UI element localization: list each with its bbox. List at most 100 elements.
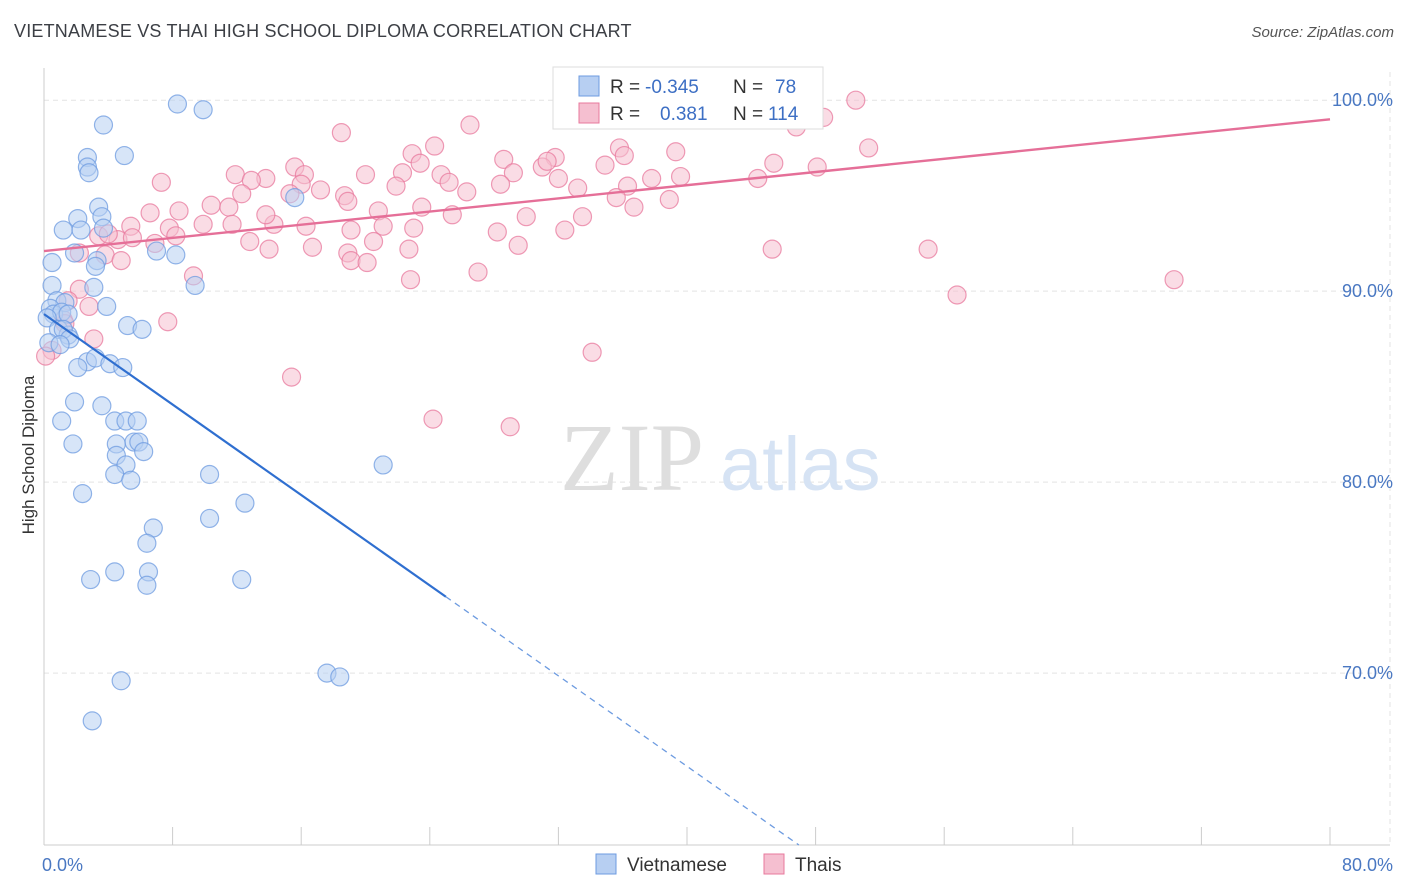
point-thais-42 [457, 182, 477, 202]
point-vietnamese-74 [82, 711, 102, 731]
gridlines [44, 72, 1391, 845]
point-thais-5 [331, 123, 351, 143]
point-vietnamese-22 [185, 275, 205, 296]
point-vietnamese-28 [37, 308, 57, 328]
point-thais-90 [1164, 270, 1184, 290]
point-thais-33 [386, 176, 406, 196]
point-thais-80 [111, 251, 131, 271]
point-thais-95 [158, 312, 178, 332]
watermark-atlas: atlas [720, 422, 881, 507]
y-tick-label-3: 70.0% [1342, 663, 1393, 683]
point-vietnamese-6 [79, 163, 99, 183]
point-thais-0 [846, 90, 866, 110]
point-thais-16 [595, 155, 615, 175]
point-thais-8 [859, 138, 879, 158]
point-thais-82 [357, 252, 377, 273]
tick-labels: 100.0% 90.0% 80.0% 70.0% 0.0% 80.0% [42, 90, 1393, 875]
point-thais-48 [219, 197, 239, 217]
legend: R = -0.345 N = 78 R = 0.381 N = 114 [552, 66, 824, 130]
point-vietnamese-30 [97, 296, 117, 317]
y-tick-label-1: 90.0% [1342, 281, 1393, 301]
point-thais-100 [423, 409, 443, 429]
point-vietnamese-63 [199, 508, 220, 529]
point-thais-104 [764, 153, 784, 173]
point-vietnamese-73 [111, 671, 131, 691]
point-thais-6 [425, 136, 445, 156]
point-vietnamese-32 [132, 319, 152, 339]
point-vietnamese-12 [93, 218, 114, 238]
axes [43, 68, 1390, 846]
point-thais-69 [122, 228, 143, 248]
point-thais-36 [568, 178, 588, 198]
y-tick-label-2: 80.0% [1342, 472, 1393, 492]
point-vietnamese-68 [81, 569, 101, 590]
point-vietnamese-13 [71, 220, 91, 240]
watermark-zip: ZIP [560, 404, 704, 511]
trend-line-thais [43, 118, 1331, 253]
point-vietnamese-7 [285, 187, 305, 208]
trend-line-vietnamese [43, 313, 447, 598]
point-vietnamese-69 [232, 569, 252, 590]
point-thais-93 [79, 296, 99, 317]
point-thais-106 [537, 151, 557, 171]
legend-r-label-1: R = [610, 77, 640, 98]
point-thais-101 [500, 417, 520, 437]
point-vietnamese-2 [93, 115, 114, 135]
point-thais-99 [281, 367, 302, 387]
point-vietnamese-49 [127, 411, 147, 431]
point-thais-19 [225, 165, 245, 185]
point-vietnamese-17 [42, 252, 62, 273]
bottom-legend: Vietnamese Thais [595, 853, 841, 876]
point-thais-54 [572, 207, 593, 227]
legend-swatch-vietnamese [578, 75, 600, 97]
point-vietnamese-11 [53, 220, 73, 240]
point-thais-38 [310, 180, 331, 200]
point-thais-83 [762, 239, 782, 259]
trend-lines [43, 118, 1331, 846]
point-thais-72 [240, 231, 260, 252]
point-vietnamese-58 [105, 464, 125, 485]
legend-r-value-2: 0.381 [660, 104, 708, 125]
source-label: Source: ZipAtlas.com [1251, 24, 1394, 41]
point-vietnamese-59 [121, 470, 141, 490]
point-thais-34 [439, 172, 459, 192]
point-vietnamese-70 [137, 575, 157, 595]
point-thais-39 [232, 184, 252, 204]
legend-r-value-1: -0.345 [645, 77, 699, 98]
trend-line-vietnamese-extension [445, 596, 800, 846]
point-vietnamese-21 [84, 277, 104, 297]
point-thais-53 [516, 207, 536, 227]
point-thais-84 [918, 239, 938, 259]
legend-n-label-1: N = [733, 77, 763, 98]
series-thais [36, 90, 1184, 437]
point-thais-66 [555, 220, 575, 240]
point-thais-73 [259, 239, 279, 259]
point-vietnamese-4 [114, 145, 134, 166]
point-vietnamese-46 [52, 411, 72, 431]
point-thais-15 [410, 153, 430, 173]
point-thais-107 [363, 231, 384, 252]
legend-swatch-thais [578, 102, 600, 124]
point-vietnamese-15 [166, 245, 186, 265]
point-vietnamese-50 [63, 434, 83, 454]
point-thais-13 [666, 142, 686, 162]
point-vietnamese-57 [373, 455, 393, 475]
point-thais-22 [355, 165, 376, 185]
point-vietnamese-38 [50, 335, 70, 355]
point-thais-62 [341, 220, 361, 240]
point-thais-25 [503, 163, 523, 183]
point-thais-64 [404, 218, 424, 238]
point-thais-59 [222, 214, 242, 234]
point-thais-105 [256, 205, 276, 225]
series-vietnamese [37, 94, 393, 731]
point-thais-49 [338, 191, 358, 212]
legend-n-value-2: 114 [768, 104, 799, 125]
point-thais-3 [460, 115, 480, 135]
point-vietnamese-54 [134, 441, 154, 462]
legend-r-label-2: R = [610, 104, 640, 125]
point-thais-76 [399, 239, 419, 259]
point-thais-61 [296, 216, 316, 236]
point-vietnamese-18 [85, 256, 106, 276]
point-thais-89 [947, 285, 967, 305]
x-tick-label-1: 80.0% [1342, 855, 1393, 875]
